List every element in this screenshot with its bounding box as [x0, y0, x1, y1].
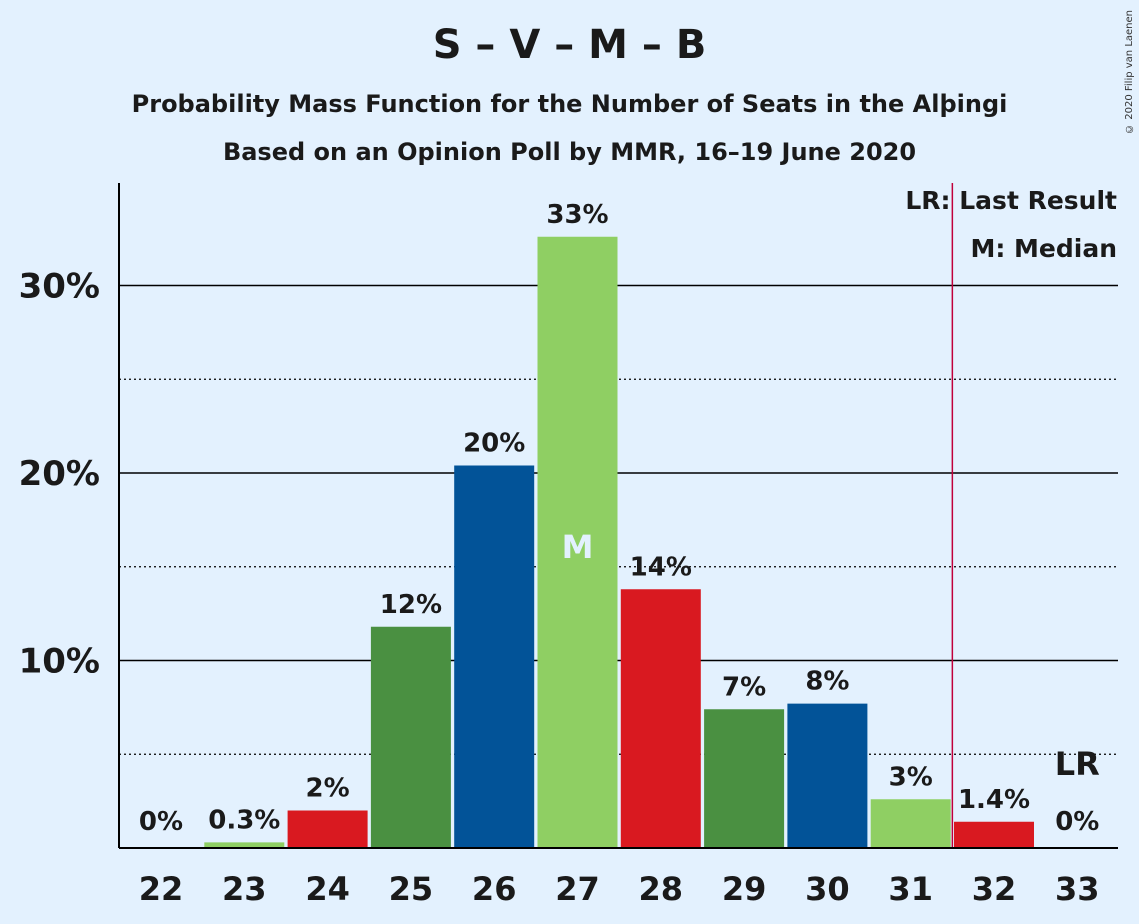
data-label-26: 20%: [463, 429, 525, 459]
x-tick-label-28: 28: [639, 870, 684, 908]
legend-entry: M: Median: [970, 234, 1117, 263]
x-tick-label-33: 33: [1055, 870, 1100, 908]
bar-25: [370, 626, 451, 848]
median-marker: M: [562, 528, 594, 566]
last-result-marker: LR: [1055, 745, 1100, 783]
data-label-22: 0%: [139, 807, 183, 837]
x-tick-label-26: 26: [472, 870, 517, 908]
chart-title: S – V – M – B: [432, 22, 707, 68]
chart-subtitle-2: Based on an Opinion Poll by MMR, 16–19 J…: [222, 138, 917, 166]
bar-28: [620, 589, 701, 848]
x-tick-label-31: 31: [888, 870, 933, 908]
data-label-32: 1.4%: [958, 785, 1030, 815]
data-label-28: 14%: [630, 552, 692, 582]
x-tick-label-22: 22: [139, 870, 184, 908]
chart-subtitle: Probability Mass Function for the Number…: [131, 90, 1008, 118]
data-label-31: 3%: [889, 762, 933, 792]
y-tick-label: 10%: [19, 642, 100, 682]
bar-31: [870, 799, 951, 848]
data-label-29: 7%: [722, 672, 766, 702]
bar-27: [537, 236, 618, 848]
bar-30: [787, 703, 868, 848]
x-tick-label-30: 30: [805, 870, 850, 908]
bar-32: [954, 821, 1034, 848]
y-tick-label: 30%: [19, 267, 100, 307]
bar-23: [204, 842, 285, 848]
x-tick-label-32: 32: [972, 870, 1017, 908]
y-tick-label: 20%: [19, 454, 100, 494]
x-tick-label-23: 23: [222, 870, 267, 908]
data-label-25: 12%: [380, 590, 442, 620]
data-label-33: 0%: [1055, 807, 1099, 837]
x-tick-label-25: 25: [389, 870, 434, 908]
x-tick-label-29: 29: [722, 870, 767, 908]
data-label-30: 8%: [805, 667, 849, 697]
bar-29: [704, 709, 785, 848]
data-label-24: 2%: [306, 774, 350, 804]
x-tick-label-27: 27: [555, 870, 600, 908]
x-tick-label-24: 24: [305, 870, 350, 908]
bar-26: [454, 465, 535, 848]
data-label-27: 33%: [546, 200, 608, 230]
bar-24: [287, 810, 368, 848]
legend-entry: LR: Last Result: [905, 186, 1117, 215]
data-label-23: 0.3%: [208, 805, 280, 835]
